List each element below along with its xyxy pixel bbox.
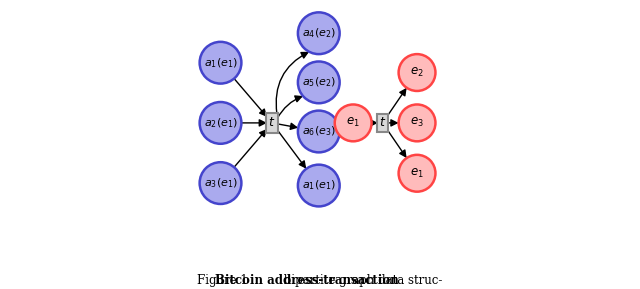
FancyBboxPatch shape	[266, 113, 278, 133]
Text: $t$: $t$	[268, 116, 276, 129]
Text: $\mathit{a}_{5}(\mathit{e}_{2})$: $\mathit{a}_{5}(\mathit{e}_{2})$	[302, 75, 336, 89]
Text: bipartite graph data struc-: bipartite graph data struc-	[280, 274, 442, 287]
Circle shape	[399, 54, 435, 91]
Text: $\mathit{a}_{3}(\mathit{e}_{1})$: $\mathit{a}_{3}(\mathit{e}_{1})$	[204, 176, 237, 190]
Text: $\mathit{e}_{2}$: $\mathit{e}_{2}$	[410, 66, 424, 79]
Text: $\mathit{e}_{1}$: $\mathit{e}_{1}$	[346, 116, 360, 129]
Circle shape	[399, 155, 435, 192]
Circle shape	[298, 165, 340, 206]
Text: $\mathit{a}_{4}(\mathit{e}_{2})$: $\mathit{a}_{4}(\mathit{e}_{2})$	[302, 26, 336, 40]
Text: $\mathit{a}_{6}(\mathit{e}_{3})$: $\mathit{a}_{6}(\mathit{e}_{3})$	[302, 125, 336, 138]
Text: Bitcoin address-transaction: Bitcoin address-transaction	[215, 274, 399, 287]
Text: $\mathit{a}_{2}(\mathit{e}_{1})$: $\mathit{a}_{2}(\mathit{e}_{1})$	[204, 116, 237, 130]
Circle shape	[298, 12, 340, 54]
Circle shape	[298, 111, 340, 152]
Text: $\mathit{e}_{3}$: $\mathit{e}_{3}$	[410, 116, 424, 129]
Text: $\mathit{e}_{1}$: $\mathit{e}_{1}$	[410, 167, 424, 180]
Circle shape	[335, 104, 372, 141]
Text: Figure 1: Figure 1	[197, 274, 255, 287]
Circle shape	[200, 162, 241, 204]
Circle shape	[200, 102, 241, 144]
Text: $t$: $t$	[379, 116, 387, 129]
Circle shape	[298, 62, 340, 103]
Text: $\mathit{a}_{1}(\mathit{e}_{1})$: $\mathit{a}_{1}(\mathit{e}_{1})$	[204, 56, 237, 70]
FancyBboxPatch shape	[377, 114, 388, 132]
Circle shape	[200, 42, 241, 84]
Circle shape	[399, 104, 435, 141]
Text: $\mathit{a}_{1}(\mathit{e}_{1})$: $\mathit{a}_{1}(\mathit{e}_{1})$	[302, 179, 336, 192]
